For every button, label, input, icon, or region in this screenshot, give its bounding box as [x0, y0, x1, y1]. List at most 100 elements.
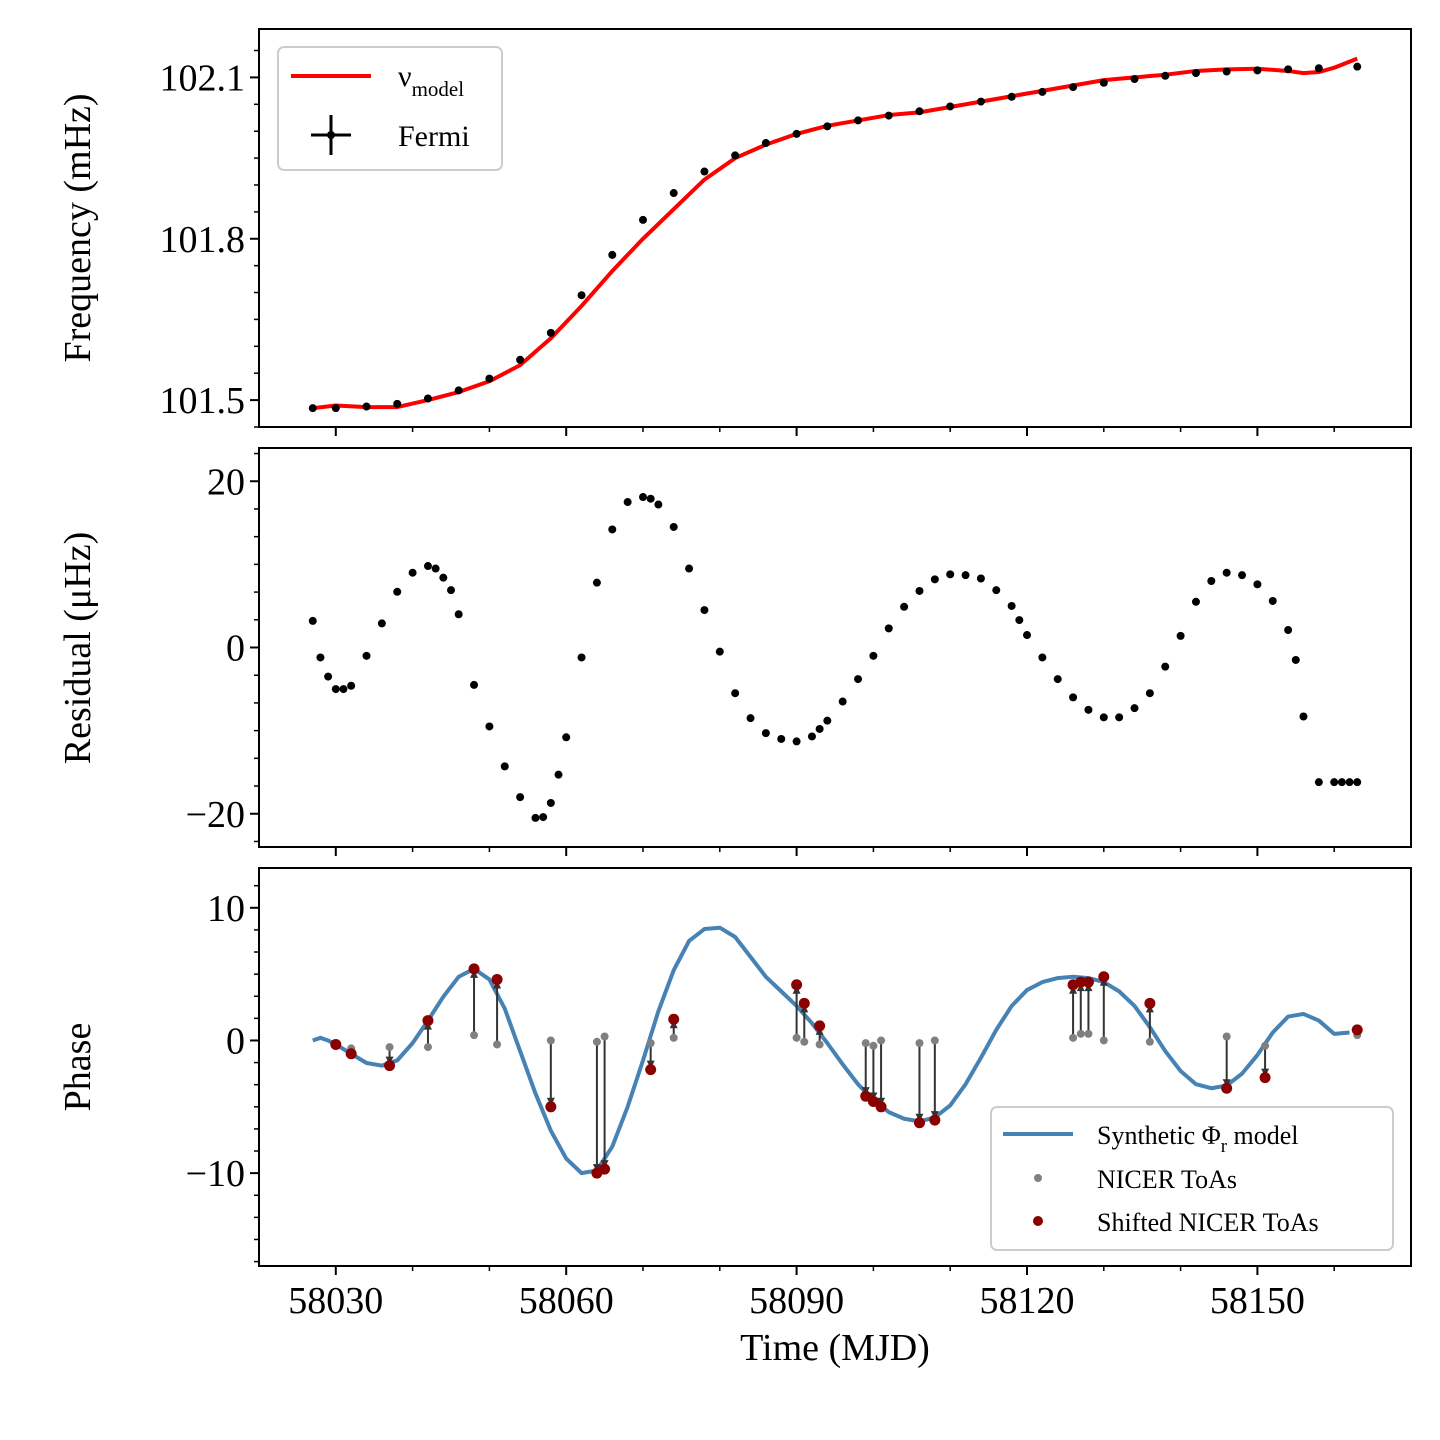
residual-point: [1115, 713, 1124, 722]
shifted-nicer-toa-point: [645, 1064, 657, 1076]
nicer-toa-point: [930, 1036, 939, 1045]
residual-x-ticks: [334, 847, 1335, 856]
residual-point: [516, 793, 525, 802]
nicer-toa-point: [546, 1036, 555, 1045]
nicer-toa-point: [877, 1036, 886, 1045]
shifted-nicer-toa-point: [791, 979, 803, 991]
residual-point: [884, 624, 893, 633]
residual-data: [308, 493, 1362, 822]
fermi-point: [577, 291, 586, 300]
nicer-toa-point: [1145, 1037, 1154, 1046]
shifted-nicer-toa-point: [545, 1101, 557, 1113]
residual-point: [777, 734, 786, 743]
nicer-toa-point: [861, 1039, 870, 1048]
phase-legend-box: [990, 1106, 1394, 1251]
shifted-nicer-toa-point: [913, 1117, 925, 1129]
residual-point: [1291, 655, 1300, 664]
residual-point: [854, 675, 863, 684]
residual-point: [1038, 653, 1047, 662]
residual-y-tick-label: −20: [186, 794, 245, 836]
fermi-point: [1191, 69, 1200, 78]
residual-point: [700, 606, 709, 615]
shifted-nicer-toa-point: [860, 1090, 872, 1102]
frequency-axes-frame: [258, 28, 1412, 428]
shifted-nicer-toa-point: [491, 973, 503, 985]
residual-point: [1145, 689, 1154, 698]
nicer-toa-point: [800, 1037, 809, 1046]
residual-point: [1353, 778, 1362, 787]
nicer-toa-point: [1076, 1029, 1085, 1038]
shifted-nicer-toa-point: [345, 1048, 357, 1060]
residual-point: [362, 651, 371, 660]
frequency-data: [308, 56, 1362, 413]
phase-x-ticks: 58030 58060 58090 58120 58150: [288, 1266, 1335, 1322]
fermi-point: [761, 139, 770, 148]
legend-nicer-marker: [1034, 1174, 1042, 1182]
residual-point: [454, 610, 463, 619]
residual-point: [347, 681, 356, 690]
x-axis-label: Time (MJD): [740, 1327, 930, 1369]
fermi-point: [1069, 83, 1078, 92]
residual-point: [331, 685, 340, 694]
residual-point: [976, 574, 985, 583]
residual-point: [823, 716, 832, 725]
nicer-toa-point: [1099, 1036, 1108, 1045]
fermi-point: [454, 386, 463, 395]
residual-point: [500, 762, 509, 771]
fermi-point: [639, 215, 647, 224]
residual-point: [1053, 675, 1062, 684]
phase-y-tick-label: −10: [186, 1153, 245, 1195]
residual-point: [539, 813, 548, 822]
shifted-nicer-toa-point: [867, 1095, 879, 1107]
residual-y-ticks: −20 0 20: [186, 452, 259, 843]
residual-point: [869, 651, 878, 660]
shifted-nicer-toa-point: [875, 1101, 887, 1113]
legend-synthetic-subscript: r: [1221, 1136, 1228, 1157]
frequency-y-tick-label: 101.8: [160, 219, 246, 261]
shifted-nicer-toa-point: [1144, 997, 1156, 1009]
nicer-toa-point: [815, 1040, 824, 1049]
residual-point: [715, 647, 724, 656]
fermi-point: [700, 167, 709, 176]
nicer-toa-point: [592, 1037, 601, 1046]
residual-point: [439, 573, 448, 582]
residual-point: [792, 737, 801, 746]
fermi-point: [731, 151, 740, 160]
nicer-toa-point: [423, 1043, 432, 1052]
legend-fermi-errorbar-swatch: [311, 115, 351, 155]
fermi-point: [393, 399, 402, 408]
residual-point: [731, 689, 740, 698]
shifted-nicer-toa-point: [1075, 976, 1087, 988]
frequency-x-ticks: [334, 427, 1335, 436]
fermi-point: [946, 102, 955, 111]
frequency-y-tick-label: 101.5: [160, 380, 246, 422]
residual-point: [1268, 596, 1277, 605]
residual-point: [669, 522, 678, 531]
residual-point: [623, 498, 632, 507]
phase-y-ticks: −10 0 10: [186, 884, 259, 1263]
shifted-nicer-toa-point: [798, 997, 810, 1009]
frequency-panel: 101.5 101.8 102.1 Frequency (mHz) νmodel F…: [57, 28, 1412, 436]
residual-point: [1099, 713, 1108, 722]
residual-point: [838, 697, 847, 706]
residual-point: [1084, 705, 1093, 714]
x-tick-label: 58090: [749, 1280, 844, 1322]
nicer-toa-point: [1084, 1029, 1093, 1038]
residual-point: [308, 616, 317, 625]
fermi-point: [1007, 92, 1016, 101]
nicer-toa-point: [1069, 1033, 1078, 1042]
nicer-toa-point: [1261, 1041, 1270, 1050]
fermi-point: [546, 328, 555, 337]
fermi-point: [976, 97, 985, 106]
fermi-point: [1353, 62, 1362, 71]
residual-point: [1130, 704, 1139, 713]
fermi-point: [1161, 71, 1170, 80]
residual-point: [431, 564, 440, 573]
fermi-point: [792, 129, 801, 138]
residual-point: [946, 570, 955, 579]
residual-point: [316, 653, 325, 662]
legend-model-label: νmodel: [398, 60, 464, 101]
frequency-y-ticks: 101.5 101.8 102.1: [160, 49, 259, 428]
residual-point: [592, 578, 601, 587]
